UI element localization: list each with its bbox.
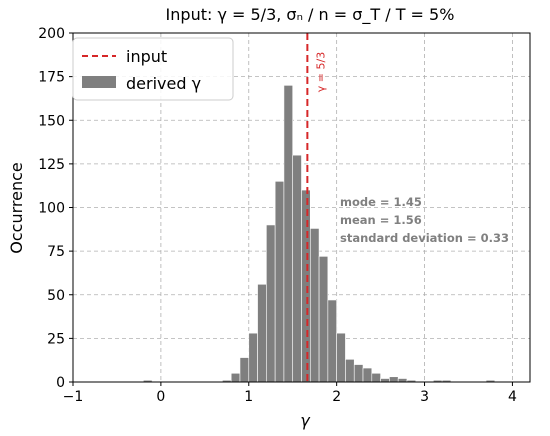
histogram-bar bbox=[353, 364, 364, 383]
annotation-mode: mode = 1.45 bbox=[340, 195, 422, 209]
legend-derived-swatch bbox=[82, 76, 116, 88]
histogram-bar bbox=[257, 283, 267, 383]
y-tick-label: 125 bbox=[38, 157, 65, 173]
histogram-bar bbox=[301, 189, 311, 383]
x-axis-ticks: −1 0 1 2 3 4 bbox=[63, 382, 517, 405]
y-tick-label: 75 bbox=[47, 244, 65, 260]
histogram-bar bbox=[362, 367, 373, 383]
histogram-bar bbox=[327, 299, 337, 383]
histogram-bar bbox=[318, 256, 329, 383]
histogram-bar bbox=[230, 372, 241, 383]
x-tick-label: −1 bbox=[63, 389, 84, 405]
histogram-bar bbox=[283, 85, 294, 383]
legend-derived-label: derived γ bbox=[126, 74, 201, 93]
x-tick-label: 3 bbox=[420, 389, 429, 405]
legend-input-label: input bbox=[126, 47, 167, 66]
x-tick-label: 1 bbox=[244, 389, 253, 405]
y-axis-label: Occurrence bbox=[7, 162, 26, 253]
stats-annotations: mode = 1.45 mean = 1.56 standard deviati… bbox=[340, 195, 509, 245]
histogram-bar bbox=[345, 359, 355, 383]
histogram-bar bbox=[266, 224, 276, 383]
histogram-bars bbox=[143, 85, 496, 383]
y-tick-label: 200 bbox=[38, 26, 65, 42]
histogram-bar bbox=[248, 332, 258, 383]
y-tick-label: 25 bbox=[47, 331, 65, 347]
y-tick-label: 0 bbox=[56, 375, 65, 391]
x-tick-label: 4 bbox=[508, 389, 517, 405]
x-axis-label: γ bbox=[300, 411, 311, 430]
y-tick-label: 50 bbox=[47, 288, 65, 304]
histogram-bar bbox=[239, 357, 250, 383]
histogram-bar bbox=[309, 228, 320, 383]
histogram-bar bbox=[389, 376, 399, 383]
x-tick-label: 2 bbox=[332, 389, 341, 405]
x-tick-label: 0 bbox=[156, 389, 165, 405]
legend: input derived γ bbox=[72, 37, 234, 101]
annotation-mean: mean = 1.56 bbox=[340, 213, 422, 227]
annotation-std: standard deviation = 0.33 bbox=[340, 231, 509, 245]
histogram-bar bbox=[292, 154, 302, 383]
histogram-bar bbox=[336, 332, 346, 383]
chart-title: Input: γ = 5/3, σₙ / n = σ_T / T = 5% bbox=[166, 5, 455, 25]
histogram-bar bbox=[380, 378, 390, 383]
y-tick-label: 150 bbox=[38, 113, 65, 129]
y-axis-ticks: 0 25 50 75 100 125 150 175 200 bbox=[38, 26, 73, 391]
input-line-group: γ = 5/3 bbox=[306, 33, 327, 382]
y-tick-label: 100 bbox=[38, 201, 65, 217]
input-line-label: γ = 5/3 bbox=[314, 52, 327, 92]
y-tick-label: 175 bbox=[38, 70, 65, 86]
histogram-bar bbox=[371, 372, 381, 383]
histogram-bar bbox=[274, 181, 285, 383]
histogram-bar bbox=[397, 378, 408, 383]
